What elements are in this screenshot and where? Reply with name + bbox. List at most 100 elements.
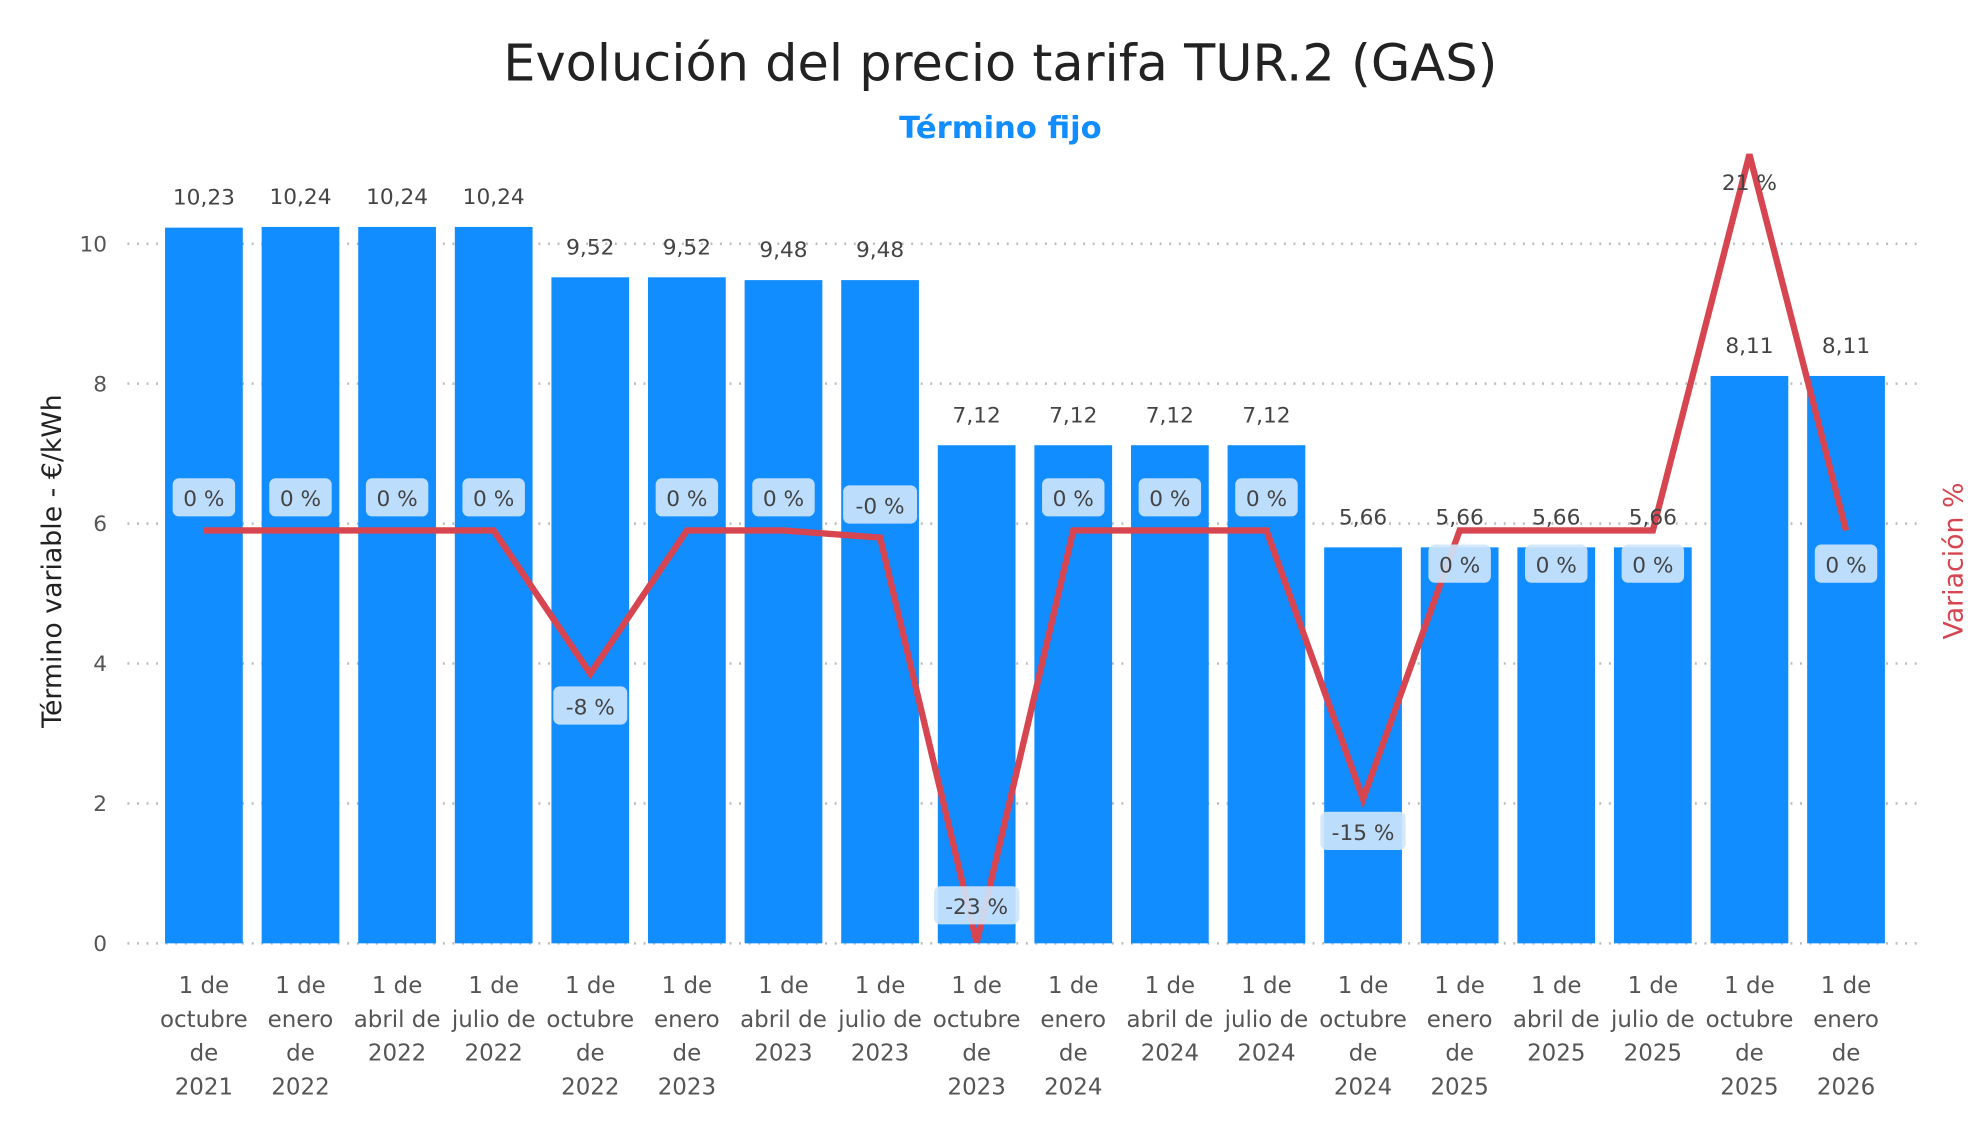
bar bbox=[261, 226, 340, 944]
x-tick-label: de bbox=[962, 1041, 991, 1067]
x-tick-label: abril de bbox=[1127, 1007, 1214, 1033]
bar-value-label: 5,66 bbox=[1436, 505, 1484, 530]
x-tick-label: de bbox=[1735, 1041, 1764, 1067]
variation-line bbox=[203, 153, 1850, 944]
x-tick-label: octubre bbox=[160, 1007, 248, 1033]
bar bbox=[841, 280, 919, 944]
variation-label-bg bbox=[1814, 544, 1878, 583]
x-tick-label: 1 de bbox=[275, 973, 326, 999]
bar bbox=[1710, 375, 1789, 944]
x-tick-label: 2025 bbox=[1527, 1041, 1585, 1067]
x-tick-label: 2024 bbox=[1334, 1074, 1392, 1100]
x-tick-label: 2023 bbox=[658, 1074, 716, 1100]
bar bbox=[1324, 547, 1402, 944]
labels: 10,23 1 de octubre de 2021 10,24 1 de enero de 20… bbox=[160, 171, 1879, 1100]
variation-label-bg bbox=[1428, 544, 1491, 583]
bar-value-label: 9,48 bbox=[856, 238, 904, 263]
x-tick-label: 1 de bbox=[1821, 973, 1872, 999]
bar-value-label: 7,12 bbox=[1049, 403, 1097, 428]
line-layer bbox=[203, 153, 1850, 944]
bar-value-label: 9,52 bbox=[566, 235, 614, 260]
bar bbox=[1130, 445, 1209, 944]
x-tick-label: enero bbox=[1040, 1007, 1106, 1033]
bar-value-label: 9,52 bbox=[663, 235, 711, 260]
x-tick-label: 1 de bbox=[565, 973, 616, 999]
x-tick-label: 1 de bbox=[1531, 973, 1582, 999]
variation-label: 0 % bbox=[1246, 487, 1287, 512]
x-tick-label: 1 de bbox=[855, 973, 906, 999]
y2-axis-label: Variación % bbox=[1939, 483, 1970, 640]
x-tick-label: enero bbox=[654, 1007, 720, 1033]
x-tick-label: de bbox=[286, 1041, 315, 1067]
y-tick-label: 4 bbox=[93, 652, 107, 677]
x-tick-label: 1 de bbox=[1241, 973, 1292, 999]
bar-value-label: 7,12 bbox=[953, 403, 1001, 428]
variation-label: 0 % bbox=[1825, 554, 1866, 579]
y-tick-label: 6 bbox=[93, 512, 107, 537]
x-tick-label: julio de bbox=[451, 1007, 536, 1033]
bar-value-label: 5,66 bbox=[1339, 505, 1387, 530]
variation-label: 0 % bbox=[1053, 487, 1094, 512]
x-tick-label: 1 de bbox=[1145, 973, 1196, 999]
x-tick-label: de bbox=[1349, 1041, 1378, 1067]
x-tick-label: de bbox=[1059, 1041, 1088, 1067]
x-tick-label: octubre bbox=[933, 1007, 1021, 1033]
x-tick-label: octubre bbox=[1319, 1007, 1407, 1033]
variation-label-bg bbox=[1621, 544, 1685, 583]
variation-label-bg bbox=[365, 478, 429, 517]
variation-label: -8 % bbox=[566, 695, 615, 720]
variation-label: 0 % bbox=[473, 487, 514, 512]
bar-value-label: 5,66 bbox=[1532, 505, 1580, 530]
bar-value-label: 5,66 bbox=[1629, 505, 1677, 530]
x-tick-label: julio de bbox=[1224, 1007, 1309, 1033]
variation-label-bg bbox=[843, 485, 918, 524]
bars bbox=[165, 226, 1885, 944]
x-tick-label: abril de bbox=[740, 1007, 827, 1033]
variation-label: -0 % bbox=[856, 494, 905, 519]
variation-label: 0 % bbox=[1632, 554, 1673, 579]
bar bbox=[1613, 547, 1692, 944]
variation-label-bg bbox=[462, 478, 525, 517]
bar bbox=[1420, 547, 1499, 944]
variation-label: 0 % bbox=[1149, 487, 1190, 512]
bar-value-label: 7,12 bbox=[1146, 403, 1194, 428]
x-tick-label: enero bbox=[268, 1007, 334, 1033]
x-tick-label: 1 de bbox=[372, 973, 423, 999]
x-tick-label: 2024 bbox=[1141, 1041, 1199, 1067]
bar-value-label: 10,23 bbox=[173, 186, 235, 211]
x-tick-label: 1 de bbox=[1048, 973, 1099, 999]
variation-label-bg bbox=[752, 478, 815, 517]
x-tick-label: 1 de bbox=[1434, 973, 1485, 999]
bar-value-label: 9,48 bbox=[759, 238, 807, 263]
variation-label: 0 % bbox=[1536, 554, 1577, 579]
x-tick-label: 1 de bbox=[1724, 973, 1775, 999]
variation-label-bg bbox=[655, 478, 719, 517]
variation-label-bg bbox=[172, 478, 236, 517]
y-tick-label: 8 bbox=[93, 372, 107, 397]
variation-label: 0 % bbox=[666, 487, 707, 512]
x-tick-label: de bbox=[1832, 1041, 1861, 1067]
bar bbox=[648, 277, 726, 944]
bar-value-label: 10,24 bbox=[366, 185, 428, 210]
chart-subtitle: Término fijo bbox=[899, 111, 1102, 146]
variation-label-bg bbox=[933, 886, 1020, 925]
x-tick-label: 1 de bbox=[468, 973, 519, 999]
y-tick-label: 2 bbox=[93, 792, 107, 817]
x-tick-label: 1 de bbox=[1338, 973, 1389, 999]
grid: 0 2 4 6 8 10 bbox=[79, 232, 1922, 957]
x-tick-label: 1 de bbox=[662, 973, 713, 999]
variation-label: 0 % bbox=[280, 487, 321, 512]
x-tick-label: 2023 bbox=[947, 1074, 1005, 1100]
x-tick-label: 1 de bbox=[758, 973, 809, 999]
bar bbox=[1517, 547, 1596, 944]
x-tick-label: enero bbox=[1813, 1007, 1879, 1033]
bar bbox=[454, 226, 533, 944]
bar-value-label: 8,11 bbox=[1822, 334, 1870, 359]
bar bbox=[744, 280, 823, 944]
bar bbox=[358, 226, 436, 944]
x-tick-label: de bbox=[673, 1041, 702, 1067]
bar bbox=[1227, 445, 1306, 944]
variation-label: 0 % bbox=[763, 487, 804, 512]
x-tick-label: julio de bbox=[837, 1007, 922, 1033]
